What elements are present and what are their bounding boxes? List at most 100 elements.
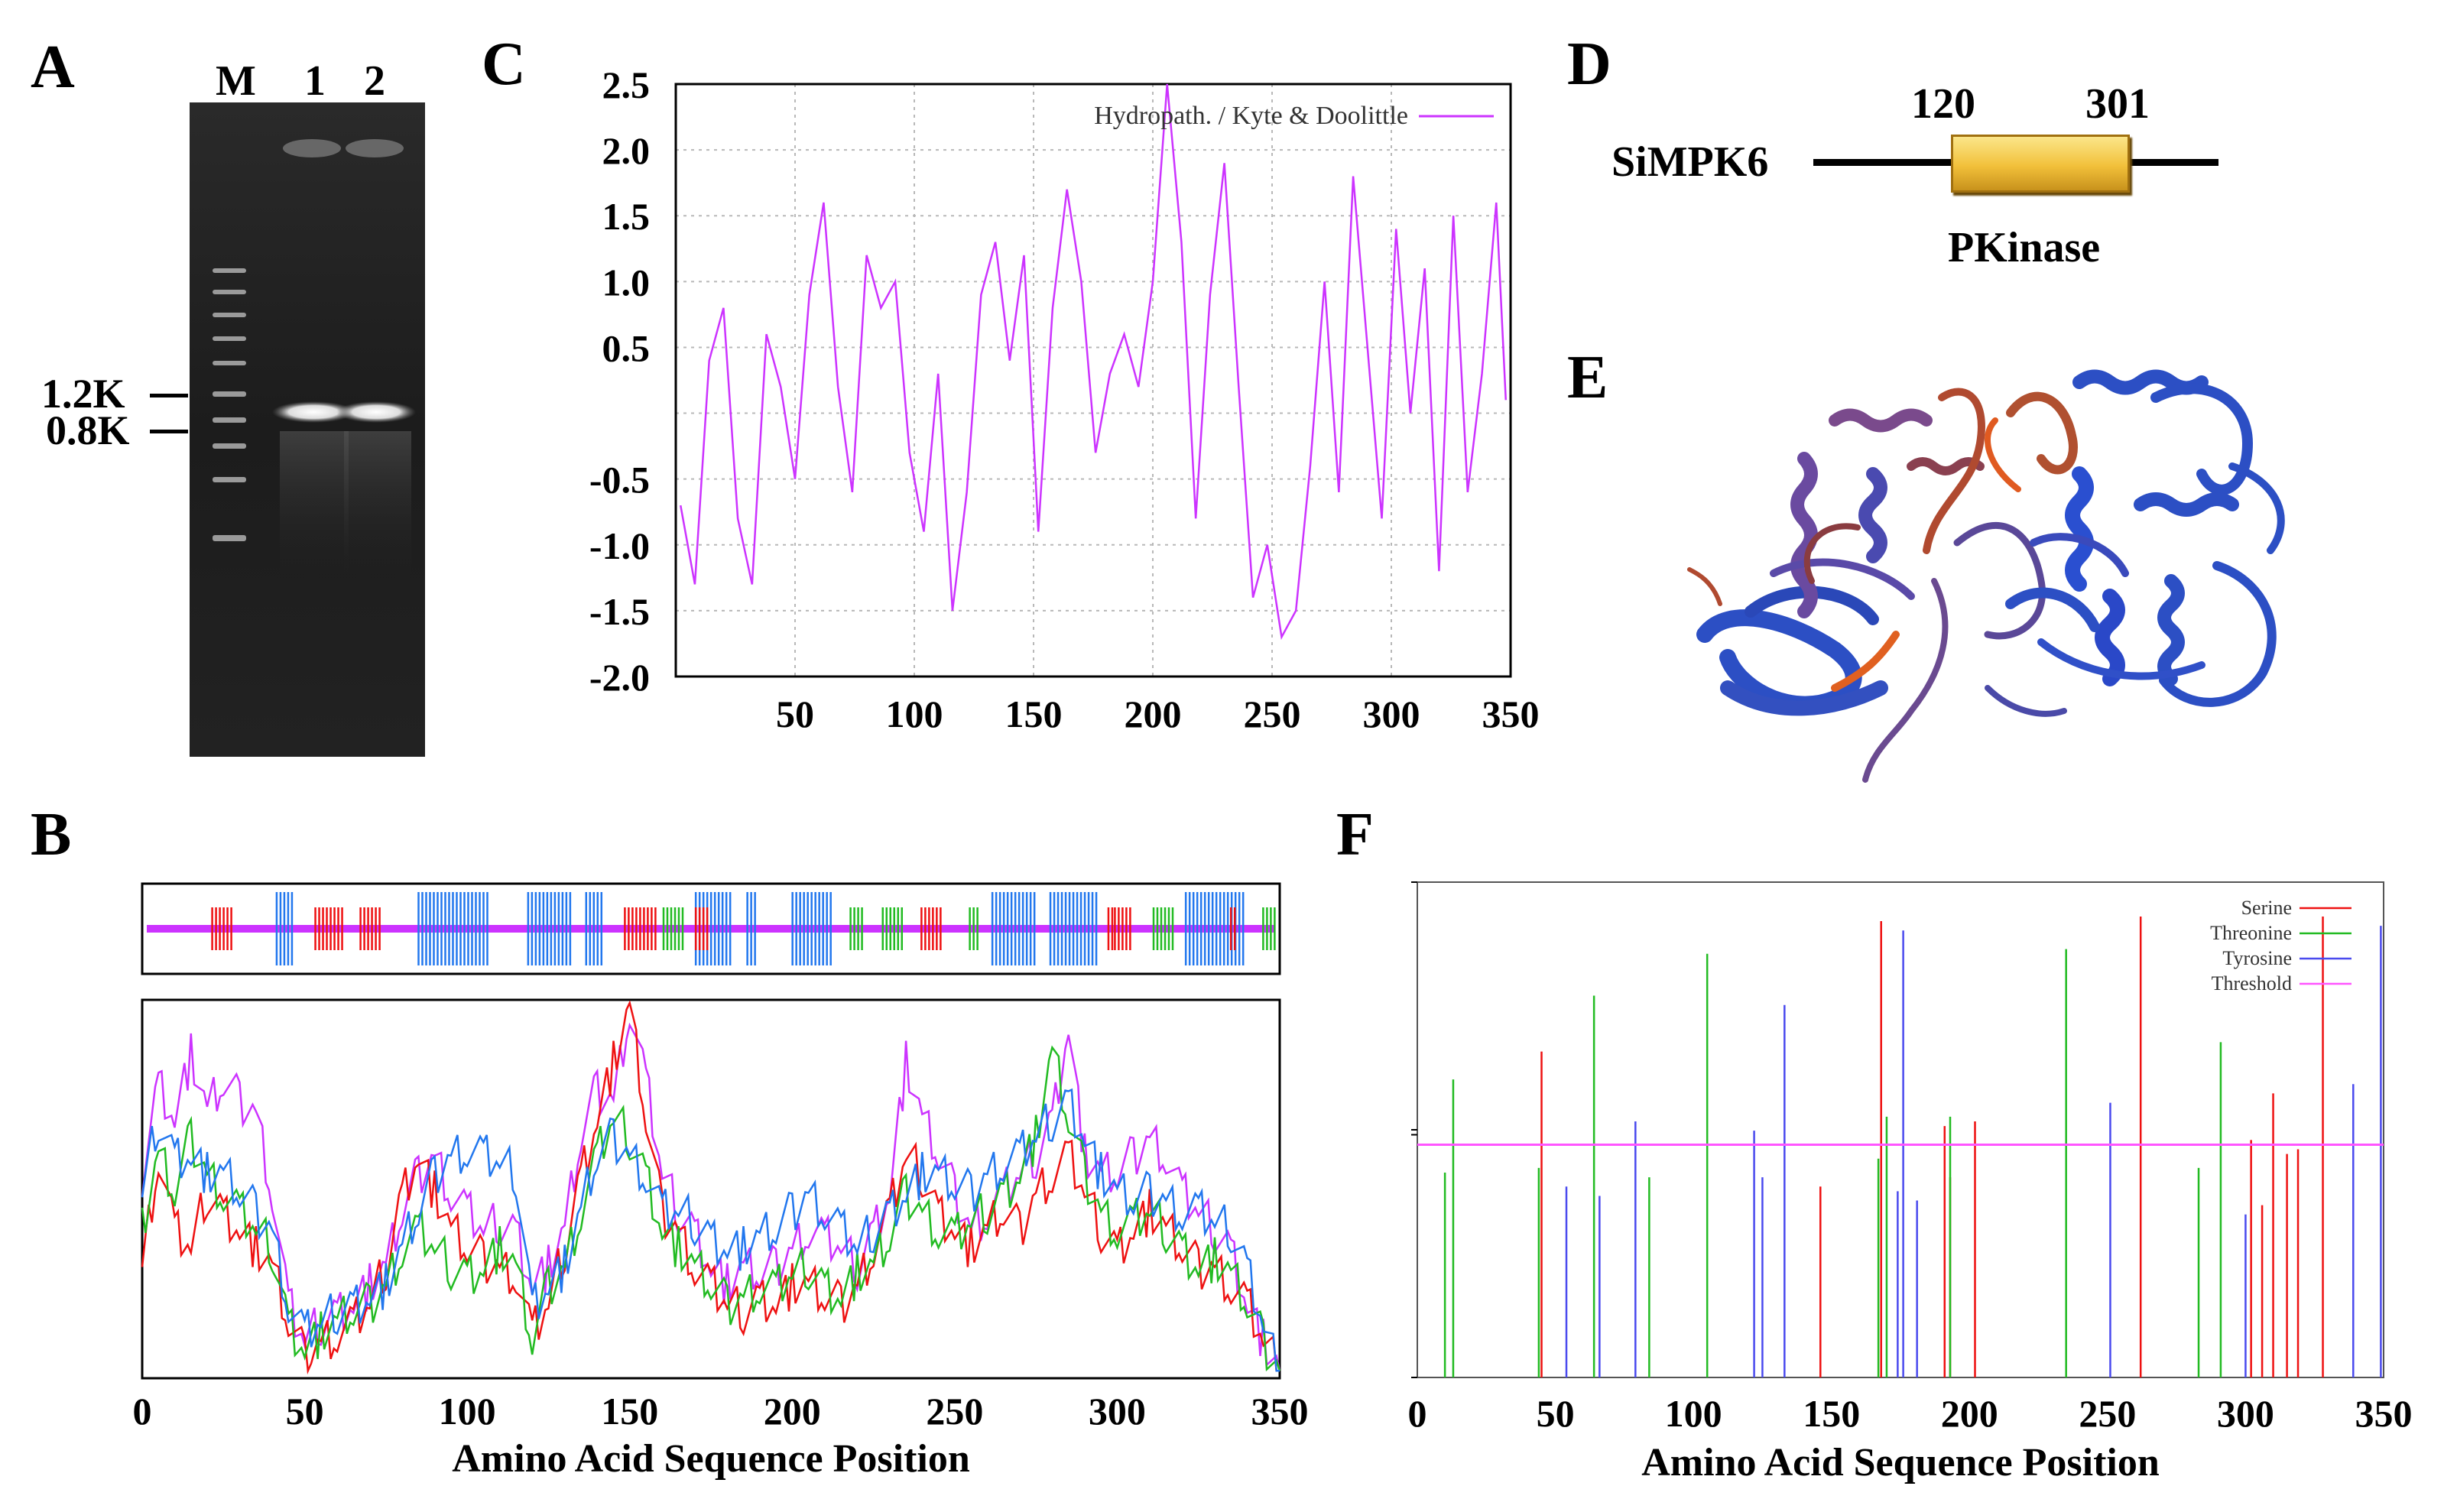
track-mark [538, 892, 541, 965]
track-mark [709, 892, 712, 965]
track-mark [1053, 892, 1056, 965]
track-mark [215, 907, 217, 950]
track-mark [721, 892, 724, 965]
track-mark [893, 907, 896, 950]
track-mark [1199, 892, 1203, 965]
track-mark [814, 892, 816, 965]
track-mark [713, 892, 716, 965]
track-mark [826, 892, 828, 965]
track-mark [991, 892, 994, 965]
track-mark [1118, 907, 1120, 950]
y-tick-label: 2.0 [602, 129, 651, 172]
track-mark [1262, 907, 1264, 950]
track-mark [901, 907, 904, 950]
track-mark [1056, 892, 1060, 965]
x-tick-label: 150 [601, 1390, 658, 1433]
domain-name: PKinase [1948, 224, 2101, 271]
track-mark [1014, 892, 1017, 965]
track-mark [647, 907, 649, 950]
gel-band-lane-2 [336, 401, 416, 423]
track-mark [322, 907, 324, 950]
track-mark [1207, 892, 1210, 965]
track-mark [1087, 892, 1090, 965]
legend-label: Hydropath. / Kyte & Doolittle [1094, 102, 1408, 130]
track-mark [631, 907, 634, 950]
gel-well [346, 139, 404, 157]
track-mark [531, 892, 534, 965]
track-mark [553, 892, 557, 965]
track-mark [456, 892, 458, 965]
x-tick-label: 300 [1363, 693, 1420, 735]
track-mark [440, 892, 443, 965]
track-mark [936, 907, 938, 950]
track-mark [1192, 892, 1195, 965]
profile-series-green [141, 1045, 1281, 1372]
track-mark [318, 907, 320, 950]
track-mark [600, 892, 603, 965]
track-mark [822, 892, 824, 965]
legend-label: Tyrosine [2222, 947, 2292, 969]
track-mark [1188, 892, 1191, 965]
track-mark [677, 907, 680, 950]
x-tick-label: 350 [2355, 1392, 2413, 1435]
x-tick-label: 300 [1089, 1390, 1146, 1433]
track-mark [1211, 892, 1214, 965]
domain-end-label: 301 [2085, 80, 2150, 128]
track-mark [333, 907, 336, 950]
x-tick-label: 250 [926, 1390, 983, 1433]
track-mark [569, 892, 572, 965]
gel-band-lane-1 [272, 401, 355, 423]
track-mark [527, 892, 530, 965]
track-mark [1196, 892, 1199, 965]
track-mark [471, 892, 473, 965]
legend-label: Threshold [2212, 972, 2292, 994]
gel-ladder [213, 268, 246, 541]
track-mark [561, 892, 564, 965]
track-mark [1021, 892, 1024, 965]
track-mark [1006, 892, 1009, 965]
track-mark [542, 892, 545, 965]
track-mark [459, 892, 462, 965]
track-mark [976, 907, 979, 950]
track-mark [746, 892, 748, 965]
gel-lane-label-2: 2 [364, 57, 385, 105]
track-mark [654, 907, 657, 950]
track-mark [670, 907, 673, 950]
track-mark [643, 907, 645, 950]
track-mark [211, 907, 213, 950]
track-mark [585, 892, 588, 965]
track-mark [1079, 892, 1082, 965]
track-mark [1270, 907, 1272, 950]
track-mark [1095, 892, 1098, 965]
track-mark [1072, 892, 1075, 965]
x-tick-label: 0 [1408, 1392, 1427, 1435]
track-mark [1064, 892, 1067, 965]
track-mark [482, 892, 485, 965]
track-mark [1171, 907, 1174, 950]
track-mark [1068, 892, 1071, 965]
panel-label-b: B [31, 801, 72, 868]
track-mark [1114, 907, 1116, 950]
track-mark [275, 892, 278, 965]
track-mark [433, 892, 435, 965]
track-mark [889, 907, 892, 950]
y-tick-label: 2.5 [602, 63, 651, 106]
y-tick-label: 1.0 [602, 261, 651, 303]
gel-well [283, 139, 341, 157]
track-mark [881, 907, 884, 950]
track-mark [807, 892, 809, 965]
track-mark [565, 892, 568, 965]
track-mark [437, 892, 439, 965]
track-mark [550, 892, 553, 965]
track-mark [799, 892, 801, 965]
gel-marker-tick-1200 [150, 394, 188, 397]
track-mark [1049, 892, 1052, 965]
track-mark [463, 892, 466, 965]
track-mark [717, 892, 720, 965]
track-mark [314, 907, 316, 950]
domain-start-label: 120 [1911, 80, 1975, 128]
track-mark [702, 907, 705, 950]
track-mark [1167, 907, 1170, 950]
track-mark [1164, 907, 1167, 950]
legend-label: Serine [2241, 897, 2292, 919]
